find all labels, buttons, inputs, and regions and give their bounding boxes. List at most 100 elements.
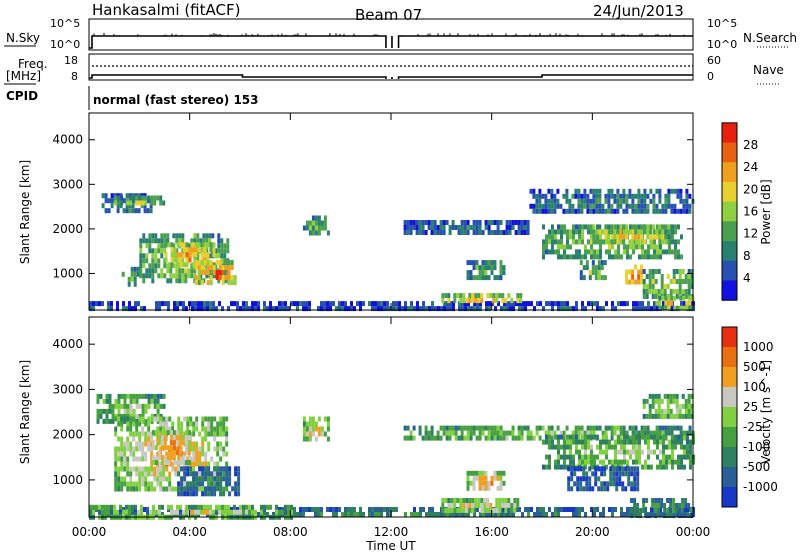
heatmap-cell: [632, 244, 635, 250]
heatmap-cell: [647, 301, 650, 307]
heatmap-cell: [491, 301, 494, 307]
heatmap-cell: [640, 264, 644, 270]
heatmap-cell: [456, 498, 460, 503]
heatmap-cell: [323, 301, 326, 307]
heatmap-cell: [183, 466, 187, 472]
heatmap-cell: [680, 234, 683, 240]
heatmap-cell: [198, 486, 202, 492]
heatmap-cell: [621, 486, 625, 492]
heatmap-cell: [676, 193, 680, 199]
heatmap-cell: [684, 498, 688, 503]
heatmap-cell: [535, 203, 539, 209]
heatmap-cell: [590, 454, 593, 460]
heatmap-cell: [181, 455, 185, 461]
heatmap-cell: [175, 233, 179, 239]
heatmap-cell: [386, 301, 389, 307]
heatmap-cell: [89, 301, 92, 307]
heatmap-cell: [201, 441, 205, 447]
heatmap-cell: [557, 454, 560, 460]
heatmap-cell: [135, 441, 139, 447]
heatmap-cell: [96, 413, 100, 419]
heatmap-cell: [611, 444, 614, 450]
heatmap-cell: [478, 475, 482, 481]
heatmap-cell: [192, 451, 196, 457]
heatmap-cell: [314, 436, 318, 442]
heatmap-cell: [201, 436, 205, 442]
heatmap-cell: [580, 203, 584, 209]
heatmap-cell: [660, 408, 664, 414]
heatmap-cell: [371, 507, 374, 512]
heatmap-cell: [494, 512, 497, 517]
heatmap-cell: [178, 440, 182, 446]
heatmap-cell: [579, 486, 583, 492]
heatmap-cell: [608, 229, 611, 235]
heatmap-cell: [156, 471, 160, 477]
heatmap-cell: [323, 225, 327, 231]
heatmap-cell: [111, 418, 115, 424]
heatmap-cell: [626, 244, 629, 250]
heatmap-cell: [649, 188, 653, 194]
heatmap-cell: [673, 203, 677, 209]
heatmap-cell: [217, 238, 221, 244]
heatmap-cell: [418, 430, 422, 436]
heatmap-cell: [128, 301, 131, 307]
heatmap-cell: [230, 275, 234, 281]
heatmap-cell: [505, 430, 509, 436]
heatmap-cell: [661, 305, 665, 311]
heatmap-cell: [152, 509, 155, 515]
heatmap-cell: [207, 421, 211, 427]
heatmap-cell: [245, 509, 248, 515]
heatmap-cell: [154, 238, 158, 244]
heatmap-cell: [635, 434, 638, 440]
heatmap-cell: [600, 265, 604, 271]
heatmap-cell: [239, 306, 242, 312]
heatmap-cell: [649, 198, 653, 204]
heatmap-cell: [317, 416, 321, 422]
heatmap-cell: [671, 249, 674, 255]
heatmap-cell: [614, 306, 617, 312]
heatmap-cell: [661, 229, 665, 235]
heatmap-cell: [123, 446, 127, 452]
heatmap-cell: [139, 273, 143, 279]
heatmap-cell: [251, 301, 254, 307]
heatmap-cell: [392, 301, 395, 307]
heatmap-cell: [658, 425, 662, 431]
heatmap-cell: [642, 294, 646, 299]
heatmap-cell: [338, 306, 341, 312]
heatmap-cell: [178, 278, 182, 284]
heatmap-cell: [442, 220, 446, 225]
heatmap-cell: [215, 270, 219, 276]
heatmap-cell: [151, 233, 155, 239]
heatmap-cell: [595, 203, 599, 209]
heatmap-cell: [395, 306, 398, 312]
heatmap-cell: [672, 503, 676, 508]
heatmap-cell: [610, 239, 614, 245]
heatmap-cell: [190, 273, 194, 279]
heatmap-cell: [637, 208, 641, 214]
heatmap-cell: [180, 426, 184, 432]
heatmap-cell: [217, 253, 221, 259]
heatmap-cell: [545, 512, 548, 517]
heatmap-cell: [636, 481, 640, 487]
heatmap-cell: [687, 503, 691, 508]
heatmap-cell: [169, 445, 173, 451]
heatmap-cell: [230, 507, 233, 512]
heatmap-cell: [648, 408, 652, 414]
heatmap-cell: [439, 230, 443, 235]
heatmap-cell: [154, 430, 158, 436]
heatmap-cell: [213, 461, 217, 467]
heatmap-cell: [545, 454, 548, 460]
heatmap-cell: [655, 208, 659, 214]
heatmap-cell: [203, 242, 207, 248]
heatmap-cell: [690, 269, 694, 274]
heatmap-cell: [185, 247, 189, 253]
heatmap-cell: [664, 305, 668, 311]
heatmap-cell: [551, 244, 554, 250]
heatmap-cell: [192, 486, 196, 492]
heatmap-cell: [225, 426, 229, 432]
heatmap-cell: [287, 509, 290, 515]
heatmap-cell: [466, 480, 470, 486]
heatmap-cell: [602, 507, 605, 512]
heatmap-cell: [308, 301, 311, 307]
heatmap-cell: [431, 512, 434, 517]
